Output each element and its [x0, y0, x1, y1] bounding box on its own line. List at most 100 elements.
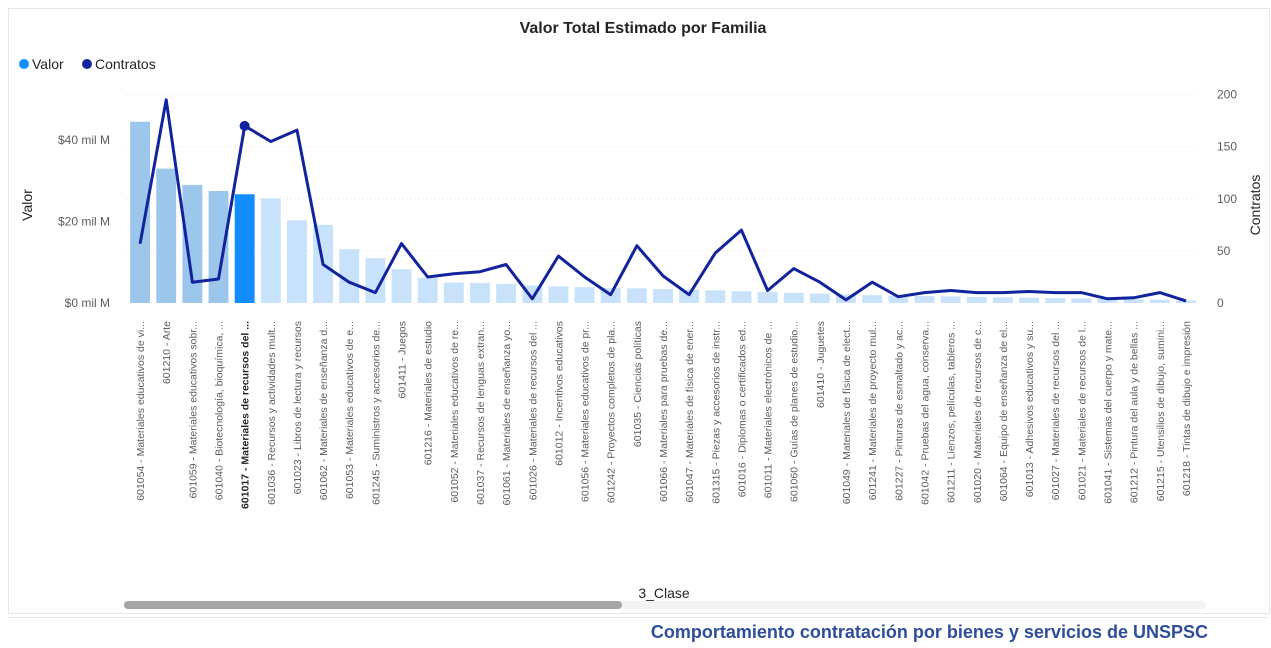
- bar[interactable]: [1123, 299, 1144, 303]
- contratos-point[interactable]: [1159, 292, 1161, 294]
- bar[interactable]: [182, 184, 203, 303]
- contratos-point[interactable]: [1185, 300, 1187, 302]
- y2-tick-label: 150: [1217, 140, 1237, 154]
- contratos-point[interactable]: [584, 276, 586, 278]
- contratos-point[interactable]: [1133, 297, 1135, 299]
- bar[interactable]: [757, 292, 778, 303]
- bar[interactable]: [888, 295, 909, 303]
- legend[interactable]: Valor Contratos: [19, 56, 156, 72]
- x-category-label: 601227 - Pinturas de esmaltado y ac...: [893, 321, 905, 501]
- contratos-point[interactable]: [662, 275, 664, 277]
- contratos-point[interactable]: [714, 252, 716, 254]
- contratos-point[interactable]: [793, 268, 795, 270]
- x-category-label: 601011 - Materiales electrónicos de ...: [763, 321, 775, 498]
- line-series-contratos[interactable]: [138, 98, 1187, 303]
- bar[interactable]: [208, 191, 229, 303]
- bar[interactable]: [705, 290, 726, 303]
- bar[interactable]: [1071, 298, 1092, 303]
- contratos-point[interactable]: [505, 263, 507, 265]
- contratos-point[interactable]: [348, 281, 350, 283]
- contratos-point[interactable]: [1002, 292, 1004, 294]
- bar[interactable]: [260, 198, 281, 303]
- contratos-point[interactable]: [610, 294, 612, 296]
- contratos-point[interactable]: [427, 276, 429, 278]
- bar[interactable]: [470, 283, 490, 303]
- bar[interactable]: [339, 249, 360, 303]
- bar[interactable]: [1097, 298, 1118, 303]
- bar[interactable]: [156, 168, 177, 303]
- x-category-label: 601410 - Juguetes: [815, 321, 827, 408]
- bar[interactable]: [1149, 299, 1170, 303]
- contratos-point[interactable]: [740, 229, 742, 231]
- chart-svg: Valor Total Estimado por Familia Valor C…: [19, 20, 1263, 601]
- contratos-point[interactable]: [688, 294, 690, 296]
- contratos-point[interactable]: [897, 296, 899, 298]
- legend-contratos-label[interactable]: Contratos: [95, 56, 156, 72]
- bar[interactable]: [287, 220, 307, 303]
- contratos-point[interactable]: [218, 278, 220, 280]
- contratos-point[interactable]: [139, 243, 141, 245]
- bar[interactable]: [783, 292, 804, 303]
- horizontal-scrollbar-track[interactable]: [124, 601, 1206, 609]
- contratos-point[interactable]: [871, 281, 873, 283]
- bar[interactable]: [679, 289, 700, 303]
- legend-valor-label[interactable]: Valor: [32, 56, 64, 72]
- footer-title: Comportamiento contratación por bienes y…: [650, 622, 1208, 642]
- bar[interactable]: [496, 283, 517, 303]
- bar[interactable]: [809, 293, 830, 303]
- contratos-point[interactable]: [191, 281, 193, 283]
- contratos-point[interactable]: [374, 292, 376, 294]
- bar[interactable]: [1175, 300, 1196, 303]
- x-category-label: 601040 - Biotecnología, bioquímica, ...: [214, 321, 226, 500]
- x-category-label: 601053 - Materiales educativos de e...: [344, 321, 356, 499]
- bar[interactable]: [992, 297, 1013, 303]
- contratos-point[interactable]: [976, 292, 978, 294]
- contratos-point[interactable]: [923, 292, 925, 294]
- bar[interactable]: [130, 121, 151, 303]
- contratos-point[interactable]: [296, 129, 298, 131]
- bar[interactable]: [940, 296, 961, 303]
- bar[interactable]: [391, 269, 412, 303]
- bar[interactable]: [914, 296, 935, 303]
- bar[interactable]: [417, 277, 438, 303]
- bar[interactable]: [731, 291, 752, 303]
- contratos-point[interactable]: [270, 141, 272, 143]
- bar[interactable]: [574, 287, 595, 303]
- x-category-label: 601020 - Materiales de recursos de c...: [972, 321, 984, 503]
- legend-contratos-marker: [82, 59, 92, 69]
- contratos-point[interactable]: [950, 289, 952, 291]
- contratos-point[interactable]: [1028, 291, 1030, 293]
- bar[interactable]: [653, 289, 673, 303]
- contratos-point[interactable]: [819, 281, 821, 283]
- x-category-label: 601035 - Ciencias políticas: [632, 321, 644, 447]
- bar[interactable]: [1019, 297, 1039, 303]
- horizontal-scrollbar-thumb[interactable]: [124, 601, 622, 609]
- bar[interactable]: [1045, 298, 1066, 303]
- contratos-point[interactable]: [322, 263, 324, 265]
- contratos-point[interactable]: [767, 289, 769, 291]
- contratos-point[interactable]: [479, 271, 481, 273]
- y2-tick-label: 50: [1217, 244, 1231, 258]
- contratos-point[interactable]: [845, 299, 847, 301]
- contratos-point[interactable]: [557, 255, 559, 257]
- bar[interactable]: [443, 282, 464, 303]
- bar[interactable]: [234, 194, 255, 303]
- x-category-label: 601016 - Diplomas o certificados ed...: [736, 321, 748, 497]
- contratos-point[interactable]: [1106, 298, 1108, 300]
- bar[interactable]: [548, 286, 569, 303]
- bar[interactable]: [626, 288, 647, 303]
- contratos-point[interactable]: [1080, 292, 1082, 294]
- contratos-point[interactable]: [453, 273, 455, 275]
- bar[interactable]: [862, 295, 883, 303]
- contratos-point[interactable]: [239, 120, 250, 131]
- x-category-label: 601059 - Materiales educativos sobr...: [187, 321, 199, 498]
- contratos-point[interactable]: [1054, 292, 1056, 294]
- contratos-point[interactable]: [531, 298, 533, 300]
- contratos-point[interactable]: [636, 245, 638, 247]
- contratos-point[interactable]: [401, 243, 403, 245]
- contratos-point[interactable]: [165, 99, 167, 101]
- x-category-label: 601026 - Materiales de recursos del ...: [527, 321, 539, 500]
- x-category-label: 601315 - Piezas y accesorios de instr...: [710, 321, 722, 504]
- bar[interactable]: [966, 296, 987, 303]
- x-category-label: 601012 - Incentivos educativos: [553, 321, 565, 466]
